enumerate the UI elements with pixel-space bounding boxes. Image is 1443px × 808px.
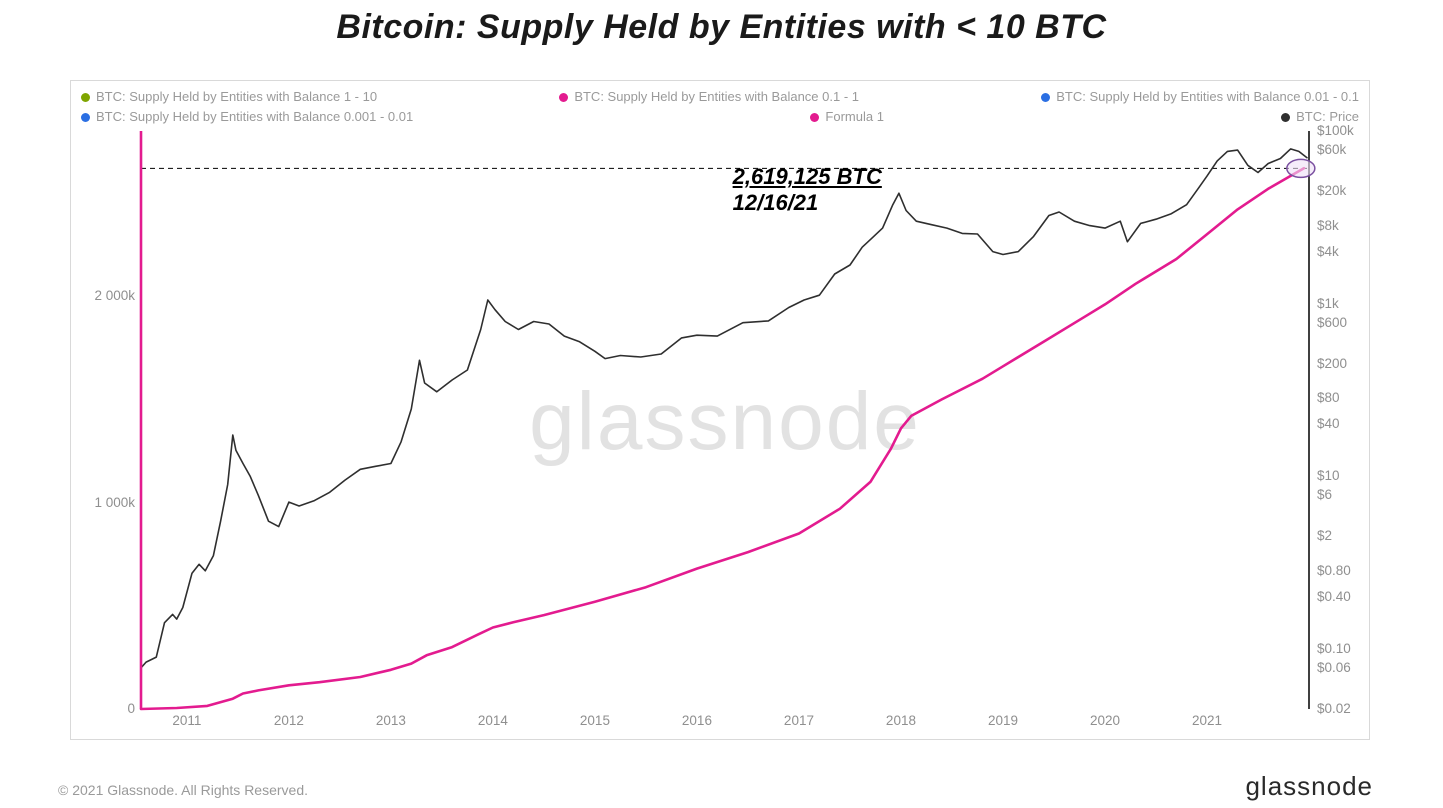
legend-item: BTC: Supply Held by Entities with Balanc…: [559, 87, 859, 107]
legend-dot-icon: [1281, 113, 1290, 122]
legend: BTC: Supply Held by Entities with Balanc…: [81, 87, 1359, 127]
legend-dot-icon: [1041, 93, 1050, 102]
y-right-tick-label: $6: [1317, 487, 1332, 502]
legend-row-2: BTC: Supply Held by Entities with Balanc…: [81, 107, 1359, 127]
brand-wordmark: glassnode: [1245, 771, 1373, 802]
y-right-tick-label: $0.80: [1317, 563, 1351, 578]
chart-frame: BTC: Supply Held by Entities with Balanc…: [70, 80, 1370, 740]
x-tick-label: 2012: [274, 713, 304, 728]
y-right-tick-label: $80: [1317, 390, 1340, 405]
y-right-tick-label: $1k: [1317, 296, 1339, 311]
legend-label: BTC: Supply Held by Entities with Balanc…: [96, 87, 377, 107]
annotation-date: 12/16/21: [733, 190, 882, 216]
svg-text:glassnode: glassnode: [529, 376, 921, 467]
y-right-tick-label: $8k: [1317, 218, 1339, 233]
annotation-callout: 2,619,125 BTC 12/16/21: [733, 164, 882, 216]
y-right-tick-label: $0.02: [1317, 701, 1351, 716]
legend-label: BTC: Supply Held by Entities with Balanc…: [574, 87, 859, 107]
legend-label: Formula 1: [825, 107, 884, 127]
y-right-tick-label: $4k: [1317, 244, 1339, 259]
y-right-tick-label: $0.40: [1317, 589, 1351, 604]
y-left-tick-label: 1 000k: [75, 495, 135, 510]
y-left-tick-label: 0: [75, 701, 135, 716]
x-tick-label: 2021: [1192, 713, 1222, 728]
legend-label: BTC: Supply Held by Entities with Balanc…: [96, 107, 413, 127]
legend-row-1: BTC: Supply Held by Entities with Balanc…: [81, 87, 1359, 107]
x-tick-label: 2011: [172, 713, 201, 728]
x-tick-label: 2013: [376, 713, 406, 728]
y-right-tick-label: $200: [1317, 356, 1347, 371]
legend-dot-icon: [559, 93, 568, 102]
legend-item: BTC: Supply Held by Entities with Balanc…: [1041, 87, 1359, 107]
chart-title: Bitcoin: Supply Held by Entities with < …: [0, 8, 1443, 47]
x-tick-label: 2014: [478, 713, 508, 728]
y-right-tick-label: $20k: [1317, 183, 1346, 198]
y-right-tick-label: $0.10: [1317, 641, 1351, 656]
y-right-tick-label: $40: [1317, 416, 1340, 431]
legend-item: Formula 1: [810, 107, 884, 127]
plot-svg: glassnode: [141, 131, 1309, 709]
x-tick-label: 2018: [886, 713, 916, 728]
annotation-value: 2,619,125 BTC: [733, 164, 882, 190]
legend-item: BTC: Supply Held by Entities with Balanc…: [81, 107, 413, 127]
y-right-tick-label: $60k: [1317, 142, 1346, 157]
x-ticks: 2011 2012 2013 2014 2015 2016 2017 2018 2019 2020…: [141, 713, 1309, 733]
x-tick-label: 2016: [682, 713, 712, 728]
y-right-tick-label: $600: [1317, 315, 1347, 330]
y-right-tick-label: $10: [1317, 468, 1340, 483]
legend-item: BTC: Supply Held by Entities with Balanc…: [81, 87, 377, 107]
x-tick-label: 2017: [784, 713, 814, 728]
page: Bitcoin: Supply Held by Entities with < …: [0, 0, 1443, 808]
y-right-tick-label: $2: [1317, 528, 1332, 543]
copyright-text: © 2021 Glassnode. All Rights Reserved.: [58, 782, 308, 798]
legend-dot-icon: [810, 113, 819, 122]
y-right-tick-label: $100k: [1317, 123, 1354, 138]
plot-area: glassnode 2,619,125 BTC 12/16/21: [141, 131, 1309, 709]
legend-dot-icon: [81, 113, 90, 122]
x-tick-label: 2015: [580, 713, 610, 728]
x-tick-label: 2019: [988, 713, 1018, 728]
y-right-tick-label: $0.06: [1317, 660, 1351, 675]
x-tick-label: 2020: [1090, 713, 1120, 728]
legend-dot-icon: [81, 93, 90, 102]
legend-label: BTC: Supply Held by Entities with Balanc…: [1056, 87, 1359, 107]
y-left-tick-label: 2 000k: [75, 288, 135, 303]
